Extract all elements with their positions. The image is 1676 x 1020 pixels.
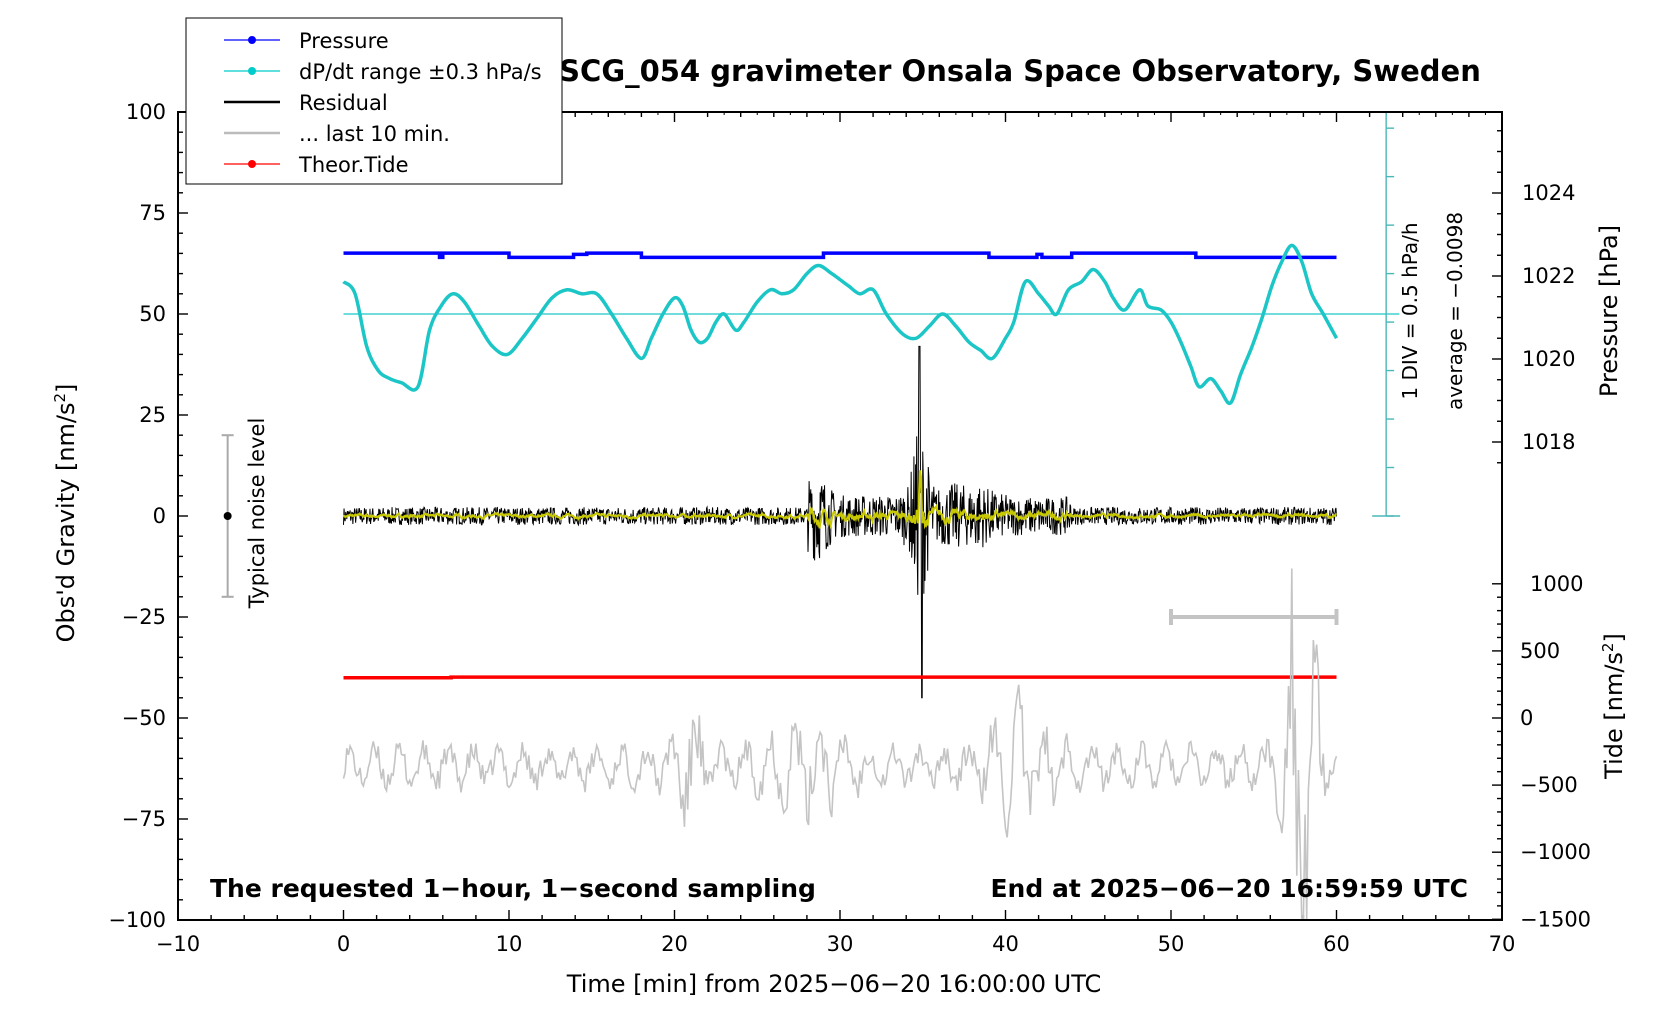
tide-tick-label: −1000: [1520, 840, 1591, 864]
pressure-line: [343, 251, 1337, 260]
y-axis-pressure-title: Pressure [hPa]: [1595, 225, 1623, 397]
theoretical-tide-line: [343, 675, 1337, 680]
dpdt-curve: [342, 243, 1339, 406]
residual-smoothed-trace: [342, 470, 1337, 530]
tide-tick-label: 500: [1520, 639, 1560, 663]
chart-title: SCG_054 gravimeter Onsala Space Observat…: [559, 54, 1481, 88]
legend: Pressure dP/dt range ±0.3 hPa/s Residual…: [185, 17, 563, 185]
pressure-tick-label: 1018: [1522, 430, 1575, 454]
pressure-tick-label: 1020: [1522, 347, 1575, 371]
y-left-tick-label: −50: [122, 706, 166, 730]
x-tick-label: 40: [992, 932, 1019, 956]
pressure-tick-label: 1022: [1522, 264, 1575, 288]
average-label: average = −0.0098: [1443, 212, 1467, 410]
plot-frame: [177, 111, 1503, 921]
tide-tick-label: 1000: [1530, 572, 1583, 596]
legend-item-residual: Residual: [224, 91, 388, 115]
y-left-tick-label: −25: [122, 605, 166, 629]
x-tick-label: 60: [1323, 932, 1350, 956]
y-left-tick-label: −75: [122, 807, 166, 831]
y-left-tick-label: 25: [139, 403, 166, 427]
legend-label-residual: Residual: [299, 91, 388, 115]
legend-label-tide: Theor.Tide: [298, 153, 409, 177]
tick-labels: −10 0 10 20 30 40 50 60 701007550250−25−50−75−10…: [108, 100, 1591, 956]
tide-tick-label: −1500: [1520, 907, 1591, 931]
legend-marker-pressure: [248, 36, 256, 44]
x-tick-label: 50: [1158, 932, 1185, 956]
legend-label-pressure: Pressure: [299, 29, 389, 53]
legend-label-dpdt: dP/dt range ±0.3 hPa/s: [299, 60, 542, 84]
tide-tick-label: −500: [1520, 773, 1578, 797]
x-tick-label: 70: [1489, 932, 1516, 956]
x-tick-label: 10: [496, 932, 523, 956]
y-left-tick-label: 100: [126, 100, 166, 124]
y-left-tick-label: 50: [139, 302, 166, 326]
x-tick-label: 20: [661, 932, 688, 956]
legend-marker-tide: [248, 160, 256, 168]
y-left-tick-label: 75: [139, 201, 166, 225]
residual-trace: [343, 345, 1337, 699]
div-scale-label: 1 DIV = 0.5 hPa/h: [1398, 222, 1422, 399]
x-tick-label: −10: [156, 932, 200, 956]
x-axis-title: Time [min] from 2025−06−20 16:00:00 UTC: [566, 970, 1101, 998]
x-tick-label: 0: [337, 932, 350, 956]
y-axis-left-title: Obs'd Gravity [nm/s2]: [51, 384, 80, 643]
sampling-note: The requested 1−hour, 1−second sampling: [210, 874, 816, 903]
x-tick-label: 30: [827, 932, 854, 956]
last-10-min-trace: [342, 568, 1338, 920]
y-axis-tide-title: Tide [nm/s2]: [1599, 633, 1628, 780]
y-left-tick-label: −100: [108, 908, 166, 932]
legend-item-dpdt: dP/dt range ±0.3 hPa/s: [224, 60, 542, 84]
data-layer: [342, 112, 1401, 920]
end-time-note: End at 2025−06−20 16:59:59 UTC: [990, 874, 1468, 903]
legend-item-tide: Theor.Tide: [224, 153, 409, 177]
noise-level-label: Typical noise level: [245, 418, 269, 610]
legend-item-pressure: Pressure: [224, 29, 389, 53]
tide-tick-label: 0: [1520, 706, 1533, 730]
legend-label-last10: ... last 10 min.: [299, 122, 450, 146]
noise-level-indicator: [221, 434, 234, 598]
noise-bar-center: [223, 512, 232, 520]
legend-item-last10: ... last 10 min.: [224, 122, 450, 146]
pressure-tick-label: 1024: [1522, 181, 1575, 205]
legend-marker-dpdt: [248, 67, 256, 75]
y-left-tick-label: 0: [153, 504, 166, 528]
